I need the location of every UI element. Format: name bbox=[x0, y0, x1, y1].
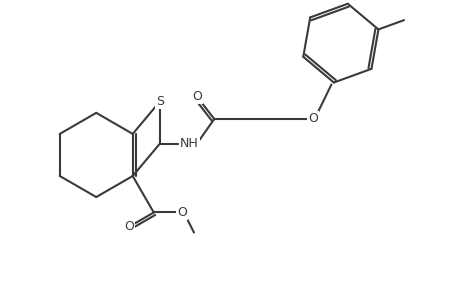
Text: O: O bbox=[307, 112, 317, 125]
Text: NH: NH bbox=[180, 137, 198, 150]
Text: O: O bbox=[191, 90, 202, 103]
Text: O: O bbox=[177, 206, 187, 219]
Text: S: S bbox=[156, 95, 163, 108]
Text: O: O bbox=[124, 220, 134, 233]
